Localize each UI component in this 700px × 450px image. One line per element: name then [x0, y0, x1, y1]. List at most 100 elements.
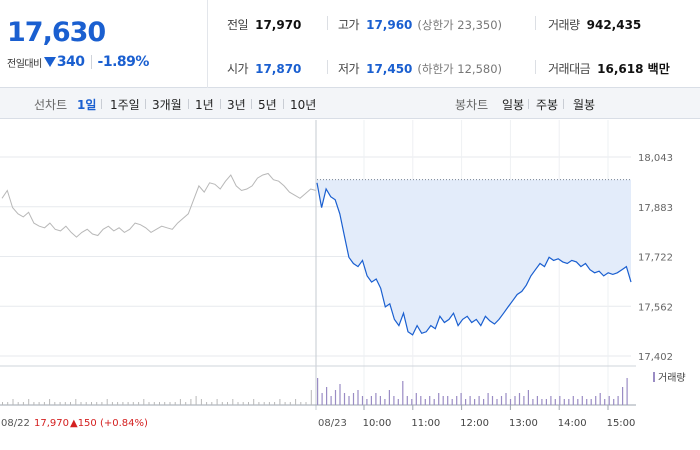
- volume-bar: [343, 393, 346, 405]
- volume-bar: [626, 378, 628, 405]
- volume-bar: [375, 393, 377, 405]
- volume-bar: [2, 402, 3, 405]
- prev-day-change: ▲150 (+0.84%): [70, 418, 148, 429]
- volume-bar: [491, 396, 494, 405]
- volume-bar: [554, 399, 556, 405]
- volume-bar: [216, 399, 218, 405]
- volume-bar: [599, 393, 601, 405]
- volume-bar: [70, 402, 71, 405]
- volume-bar: [7, 402, 9, 405]
- volume-bar: [227, 402, 228, 405]
- volume-bar: [415, 393, 417, 405]
- volume-bar: [49, 399, 51, 405]
- tab-weekly-candle[interactable]: 주봉: [536, 98, 559, 112]
- volume-bar: [22, 402, 24, 405]
- volume-bar: [111, 402, 113, 405]
- volume-bar: [317, 378, 319, 405]
- volume-bar: [433, 399, 435, 405]
- today-price-line: [316, 182, 632, 336]
- tab-monthly-candle[interactable]: 월봉: [573, 98, 596, 112]
- low-stat: 저가 17,450 (하한가 12,580): [338, 60, 502, 77]
- volume-bar: [117, 402, 119, 405]
- volume-bar: [572, 396, 574, 405]
- volume-legend-swatch: [653, 372, 655, 382]
- x-tick-label: 12:00: [460, 418, 489, 429]
- upper-limit: (상한가 23,350): [417, 18, 503, 32]
- prev-close-stat: 전일 17,970: [227, 16, 301, 33]
- volume-legend-label: 거래량: [658, 372, 686, 384]
- volume-bar: [613, 399, 615, 405]
- change-amount: 340: [56, 54, 85, 70]
- tab-3-years[interactable]: 3년: [227, 98, 246, 112]
- volume-bar: [366, 399, 368, 405]
- volume-bar: [164, 402, 166, 405]
- volume-bar: [169, 402, 171, 405]
- volume-bar: [59, 402, 61, 405]
- tab-daily-candle[interactable]: 일봉: [502, 98, 525, 112]
- open-value: 17,870: [255, 62, 302, 76]
- price-area-fill: [317, 179, 631, 335]
- volume-bar: [424, 399, 426, 405]
- prev-close-value: 17,970: [255, 18, 302, 32]
- volume-value: 942,435: [586, 18, 642, 32]
- volume-bar: [127, 402, 129, 405]
- tab-10-years[interactable]: 10년: [290, 98, 317, 112]
- volume-bar: [122, 402, 124, 405]
- volume-bar: [174, 402, 176, 405]
- tab-1-week[interactable]: 1주일: [110, 98, 140, 112]
- volume-bar: [411, 399, 413, 405]
- volume-bar: [541, 399, 543, 405]
- volume-bar: [500, 396, 503, 405]
- turnover-label: 거래대금: [548, 62, 591, 76]
- volume-bar: [581, 396, 583, 405]
- x-tick-label: 15:00: [607, 418, 636, 429]
- volume-bar: [326, 387, 328, 405]
- volume-bar: [75, 399, 77, 405]
- tab-5-years[interactable]: 5년: [258, 98, 277, 112]
- tab-1-year[interactable]: 1년: [195, 98, 214, 112]
- volume-bar: [195, 396, 197, 405]
- divider: [327, 16, 328, 30]
- volume-bar: [563, 399, 565, 405]
- volume-bar: [33, 402, 35, 405]
- volume-bar: [211, 402, 213, 405]
- volume-bar: [348, 396, 350, 405]
- volume-bar: [402, 381, 404, 405]
- change-label: 전일대비: [7, 58, 42, 70]
- y-tick-label: 17,722: [638, 253, 673, 264]
- divider: [145, 99, 146, 109]
- low-label: 저가: [338, 62, 360, 76]
- quote-panel: 17,630 전일대비 340 -1.89% 전일 17,970 고가 17,9…: [0, 0, 700, 88]
- volume-stat: 거래량 942,435: [548, 16, 641, 33]
- y-axis-labels: 18,043 17,883 17,722 17,562 17,402: [638, 153, 673, 363]
- today-date: 08/23: [318, 418, 347, 429]
- volume-bar: [523, 396, 525, 405]
- volume-bar: [357, 390, 359, 405]
- volume-bar: [532, 399, 534, 405]
- tab-1-day[interactable]: 1일: [77, 98, 97, 112]
- volume-bar: [397, 399, 399, 405]
- divider: [528, 99, 529, 109]
- volume-bar: [550, 396, 552, 405]
- volume-bar: [206, 402, 208, 405]
- volume-bar: [370, 396, 372, 405]
- volume-bar: [132, 402, 134, 405]
- volume-bar: [590, 399, 592, 405]
- volume-bar: [232, 399, 234, 405]
- volume-bar: [138, 402, 140, 405]
- volume-bar: [242, 402, 244, 405]
- volume-bar: [388, 390, 390, 405]
- volume-bar: [568, 399, 570, 405]
- y-tick-label: 18,043: [638, 153, 673, 164]
- volume-bar: [263, 402, 265, 405]
- tab-3-months[interactable]: 3개월: [152, 98, 182, 112]
- volume-bar: [496, 399, 498, 405]
- x-tick-label: 11:00: [411, 418, 440, 429]
- volume-bar: [487, 393, 489, 405]
- volume-bar: [321, 393, 323, 405]
- volume-bar: [143, 399, 145, 405]
- prev-close-label: 전일: [227, 18, 249, 32]
- volume-bar: [438, 393, 440, 405]
- volume-bar: [305, 402, 307, 405]
- x-tick-label: 10:00: [363, 418, 392, 429]
